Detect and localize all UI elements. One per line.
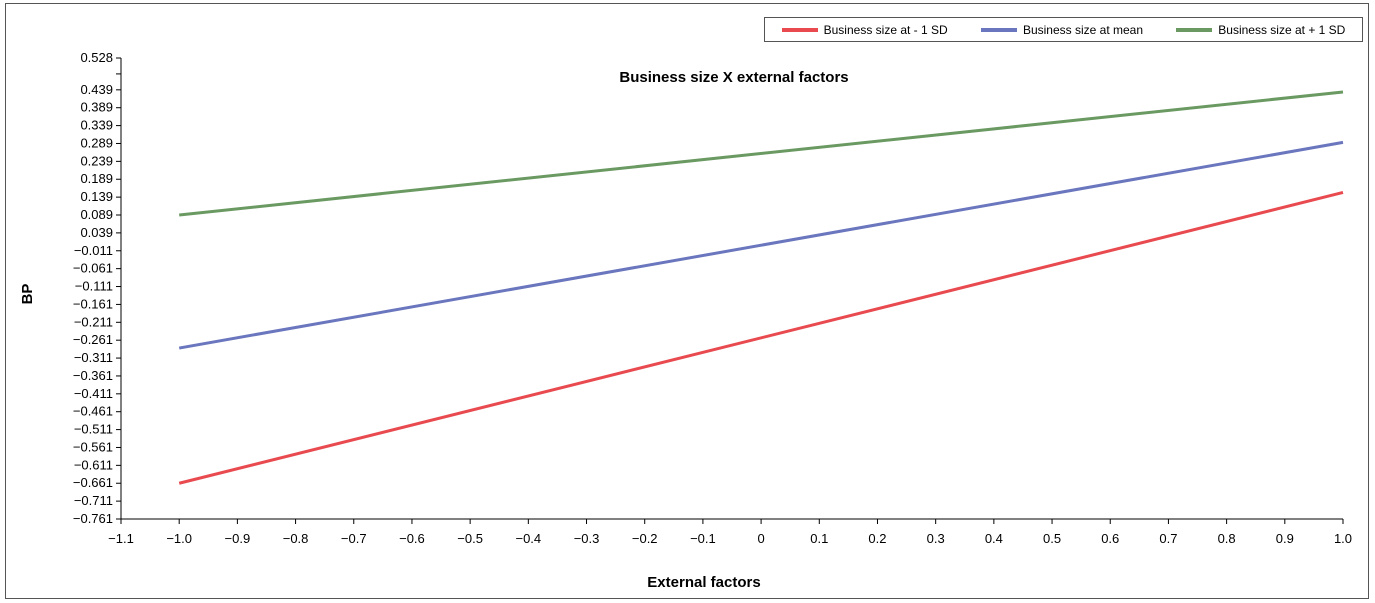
x-tick-label: 0.8 [1218,531,1236,546]
legend-swatch [980,27,1017,32]
y-tick-label: −0.511 [74,422,113,437]
x-tick-label: 0.9 [1276,531,1294,546]
x-tick-label: −0.8 [283,531,309,546]
y-tick-label: −0.611 [74,457,113,472]
y-tick-label: 0.089 [80,207,113,222]
y-tick-label: −0.661 [73,475,113,490]
y-tick-label: 0.039 [80,225,113,240]
x-tick-label: −0.9 [225,531,251,546]
legend-swatch [781,27,818,32]
axes [120,58,1343,520]
y-tick-label: −0.461 [73,404,113,419]
y-tick-label: 0.389 [80,100,113,115]
x-axis-title: External factors [647,574,760,591]
y-tick-label: −0.011 [74,243,113,258]
x-tick-label: 0.7 [1159,531,1177,546]
legend-label: Business size at mean [1022,22,1144,37]
x-tick-label: −1.0 [166,531,192,546]
y-tick-label: 0.339 [80,118,113,133]
y-tick-label: −0.711 [74,493,113,508]
x-tick-label: −0.1 [690,531,716,546]
x-tick-label: −0.3 [574,531,600,546]
y-tick-label: −0.561 [73,439,113,454]
series-lines [178,90,1344,485]
series-line-3 [179,90,1344,217]
y-tick-label: 0.139 [80,189,113,204]
y-tick-label: 0.528 [80,50,113,65]
x-tick-label: 0.3 [927,531,945,546]
x-tick-label: −1.1 [108,531,134,546]
x-axis-ticks: −1.1 −0.9 −0.8 −0.7 −0.6 −0.5 −0.4 −0.3 −0.2 −0.1… [108,519,1352,546]
y-axis-title: BP [19,284,36,305]
x-tick-label: 1.0 [1334,531,1352,546]
legend: Business size at - 1 SD Business size at … [764,17,1363,42]
series-line-2 [178,140,1344,350]
legend-label: Business size at + 1 SD [1218,22,1346,37]
x-tick-label: 0.4 [985,531,1003,546]
y-tick-label: −0.111 [75,279,113,294]
x-tick-label: −0.2 [632,531,658,546]
x-tick-label: 0.5 [1043,531,1061,546]
y-tick-label: −0.261 [73,332,113,347]
legend-label: Business size at - 1 SD [823,22,948,37]
y-tick-label: −0.761 [73,511,113,526]
y-tick-label: −0.161 [73,296,113,311]
y-axis-ticks: 0.528 0.439 0.389 0.339 0.289 0.239 0.189 0.139… [73,50,121,526]
chart-title: Business size X external factors [619,69,848,86]
line-chart: Business size X external factors BP Exte… [19,50,1352,591]
y-tick-label: −0.361 [73,368,113,383]
y-tick-label: 0.439 [80,82,113,97]
y-tick-label: −0.211 [74,314,113,329]
x-tick-label: −0.7 [341,531,367,546]
y-tick-label: 0.189 [80,171,113,186]
x-tick-label: 0.1 [810,531,828,546]
x-tick-label: 0.6 [1101,531,1119,546]
legend-item: Business size at + 1 SD [1176,23,1345,37]
x-tick-label: 0 [757,531,764,546]
x-tick-label: −0.5 [457,531,483,546]
y-tick-label: −0.411 [74,386,113,401]
series-line-1 [178,191,1344,485]
x-tick-label: 0.2 [868,531,886,546]
y-tick-label: −0.061 [73,261,113,276]
x-tick-label: −0.4 [515,531,541,546]
x-tick-label: −0.6 [399,531,425,546]
legend-item: Business size at mean [980,22,1144,37]
y-tick-label: 0.289 [80,135,113,150]
legend-swatch [1176,27,1213,32]
y-tick-label: 0.239 [80,153,113,168]
chart-frame: Business size X external factors BP Exte… [5,3,1369,599]
y-tick-label: −0.311 [74,350,113,365]
legend-item: Business size at - 1 SD [781,22,948,37]
